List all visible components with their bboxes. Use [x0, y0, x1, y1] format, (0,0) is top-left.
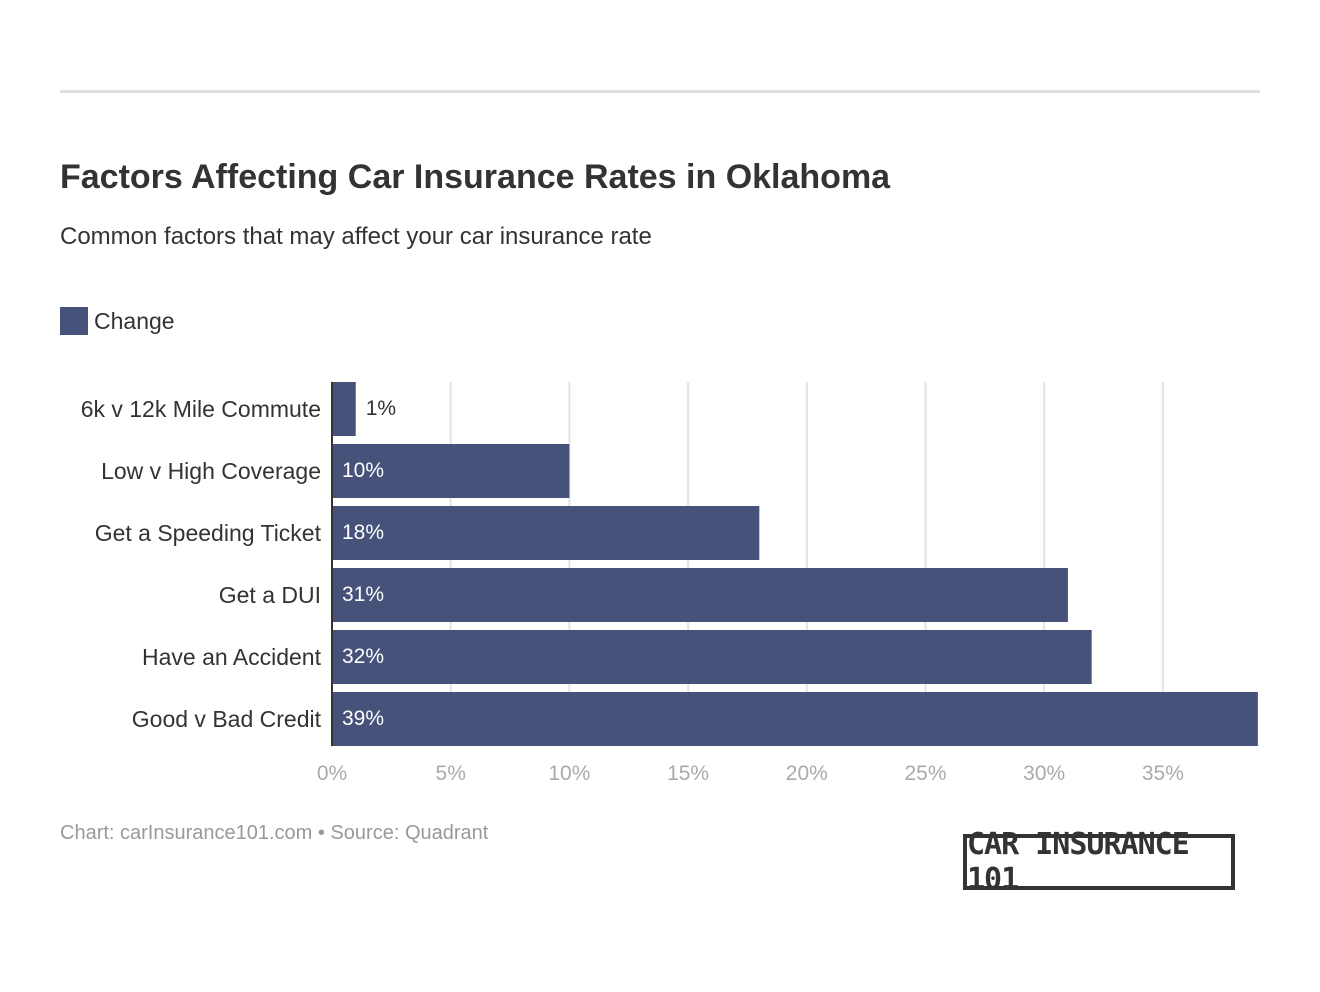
- data-label: 32%: [342, 645, 384, 668]
- brand-logo: CAR INSURANCE 101: [963, 827, 1235, 897]
- chart-footer: Chart: carInsurance101.com • Source: Qua…: [60, 822, 489, 844]
- x-tick-label: 5%: [436, 762, 466, 785]
- x-tick-label: 20%: [786, 762, 828, 785]
- x-tick-label: 25%: [904, 762, 946, 785]
- x-tick-label: 15%: [667, 762, 709, 785]
- bar: [332, 506, 760, 560]
- category-label: Low v High Coverage: [101, 458, 321, 484]
- logo-text: CAR INSURANCE 101: [967, 827, 1190, 897]
- top-divider: [60, 90, 1260, 93]
- bar: [332, 692, 1258, 746]
- chart-title: Factors Affecting Car Insurance Rates in…: [60, 158, 891, 196]
- data-label: 39%: [342, 707, 384, 730]
- category-label: Get a DUI: [219, 582, 321, 608]
- x-tick-label: 0%: [317, 762, 347, 785]
- legend: Change: [60, 307, 175, 335]
- legend-label: Change: [94, 307, 175, 334]
- bar: [332, 382, 356, 436]
- category-label: Have an Accident: [142, 644, 322, 670]
- x-tick-label: 35%: [1142, 762, 1184, 785]
- bar: [332, 630, 1092, 684]
- bar: [332, 568, 1068, 622]
- category-label: Get a Speeding Ticket: [95, 520, 322, 546]
- x-tick-label: 30%: [1023, 762, 1065, 785]
- data-label: 1%: [366, 397, 396, 420]
- chart-subtitle: Common factors that may affect your car …: [60, 223, 652, 250]
- data-label: 31%: [342, 583, 384, 606]
- bar: [332, 444, 570, 498]
- category-label: Good v Bad Credit: [132, 706, 322, 732]
- data-label: 10%: [342, 459, 384, 482]
- data-label: 18%: [342, 521, 384, 544]
- legend-swatch: [60, 307, 88, 335]
- x-tick-label: 10%: [548, 762, 590, 785]
- category-label: 6k v 12k Mile Commute: [81, 396, 321, 422]
